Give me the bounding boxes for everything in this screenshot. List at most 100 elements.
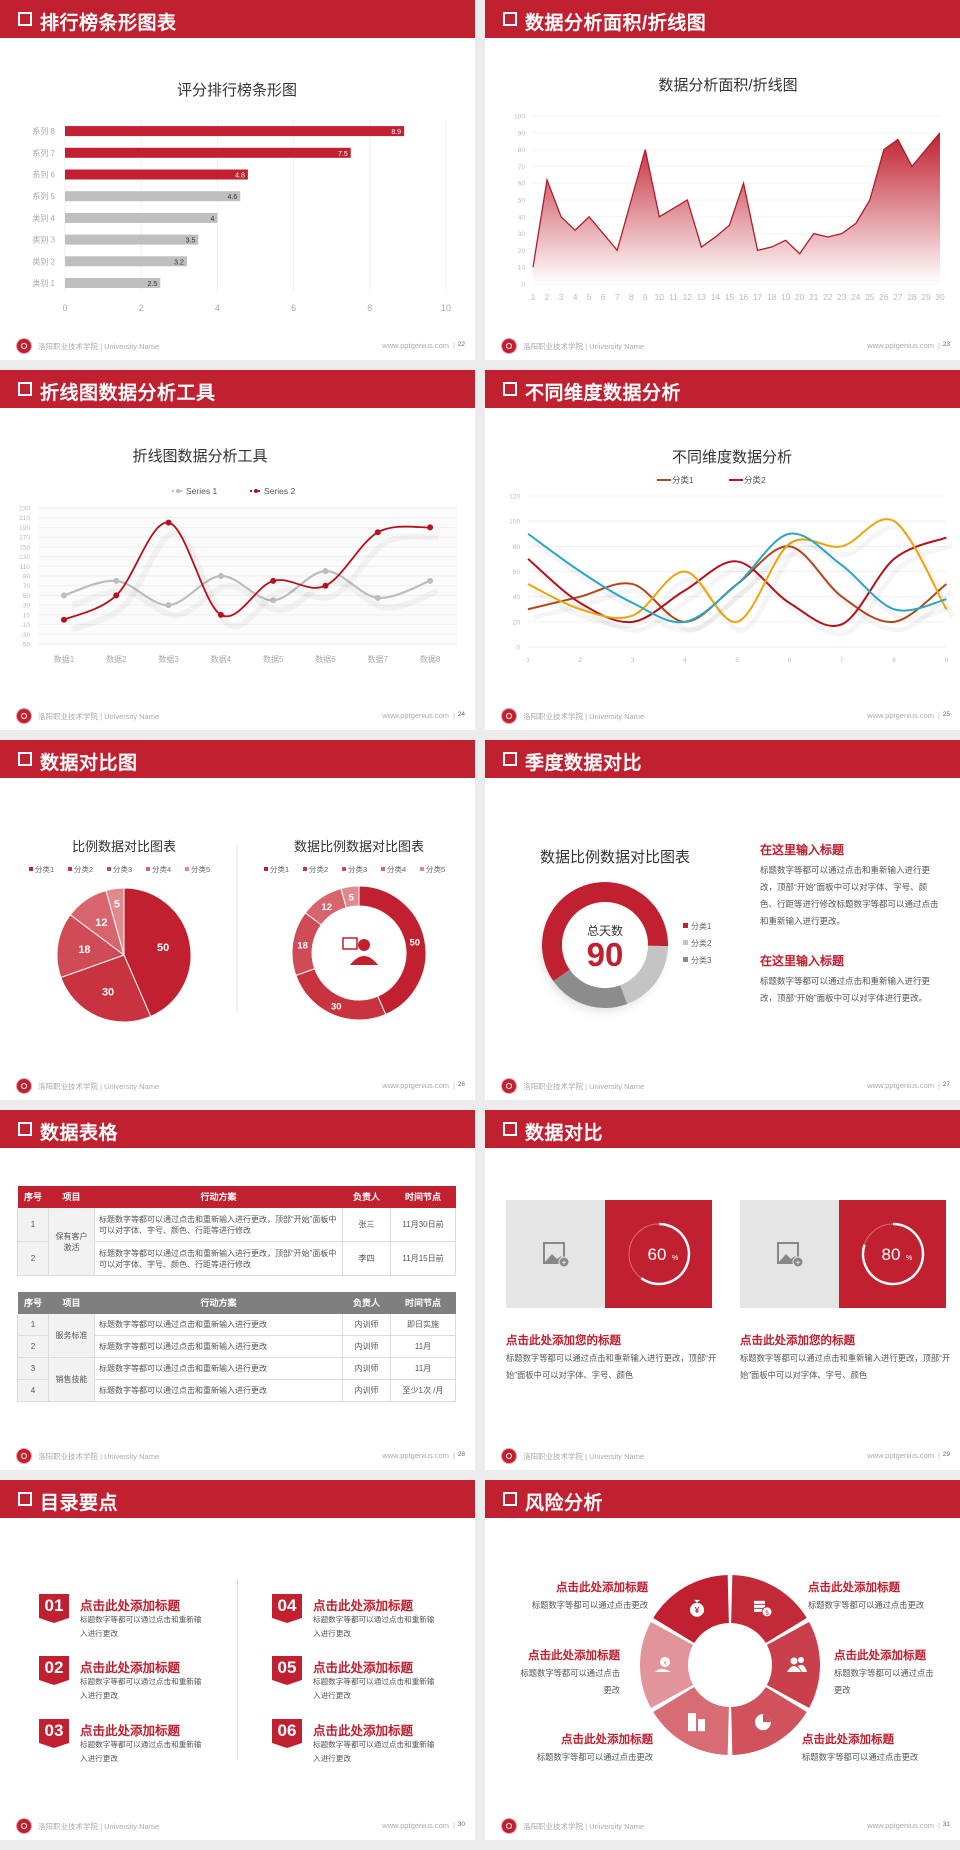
data-point <box>270 597 277 604</box>
series-shadow <box>70 529 439 633</box>
cell-time: 11月30日前 <box>390 1207 456 1242</box>
footer-separator: | <box>453 1451 455 1460</box>
legend-swatch <box>146 867 150 871</box>
footer-url[interactable]: www.pptgenius.com <box>382 1451 449 1460</box>
risk-item-title[interactable]: 点击此处添加标题 <box>802 1734 894 1746</box>
cell-no: 3 <box>17 1357 49 1380</box>
data-point <box>61 592 67 599</box>
category-label: 系列 7 <box>32 148 55 158</box>
school-logo-icon <box>502 339 516 353</box>
x-tick-label: 6 <box>601 292 606 302</box>
progress-value: 80 <box>882 1245 901 1264</box>
col-header: 行动方案 <box>200 1192 237 1202</box>
bar <box>65 126 405 137</box>
x-tick-label: 5 <box>735 657 739 664</box>
cell-group: 服务标准 <box>48 1313 95 1358</box>
footer-url[interactable]: www.pptgenius.com <box>867 341 934 350</box>
x-tick-label: 5 <box>587 292 592 302</box>
y-tick-label: 110 <box>20 564 31 571</box>
x-tick-label: 16 <box>739 292 749 302</box>
footer-url[interactable]: www.pptgenius.com <box>867 711 934 720</box>
school-logo-icon <box>17 1079 31 1093</box>
toc-item-title[interactable]: 点击此处添加标题 <box>80 1661 181 1675</box>
bar-value-label: 8.9 <box>391 129 401 136</box>
data-point <box>217 611 224 618</box>
page-number: 27 <box>942 1081 950 1088</box>
image-placeholder[interactable] <box>506 1200 605 1308</box>
footer-url[interactable]: www.pptgenius.com <box>867 1821 934 1830</box>
footer-url[interactable]: www.pptgenius.com <box>382 1821 449 1830</box>
slide-header: 季度数据对比 <box>485 740 960 778</box>
checkbox-square-icon <box>18 12 32 26</box>
image-placeholder[interactable] <box>740 1200 839 1308</box>
data-point <box>270 577 277 584</box>
slide-title: 排行榜条形图表 <box>40 13 177 34</box>
toc-item-title[interactable]: 点击此处添加标题 <box>80 1599 181 1613</box>
x-tick-label: 4 <box>573 292 578 302</box>
data-point <box>374 594 381 601</box>
data-point <box>113 592 120 599</box>
bar-chart: 评分排行榜条形图 0 2 4 6 8 10 2.5 类别 1 3.2 类别 2 3.5 类别 3 4 类别 … <box>32 82 451 313</box>
category-label: 类别 3 <box>32 235 55 245</box>
risk-item-title[interactable]: 点击此处添加标题 <box>561 1734 653 1746</box>
legend-swatch <box>381 867 385 871</box>
risk-item-title[interactable]: 点击此处添加标题 <box>808 1582 900 1594</box>
progress-unit: % <box>906 1255 912 1262</box>
risk-item-title[interactable]: 点击此处添加标题 <box>528 1650 620 1662</box>
x-tick-label: 6 <box>788 657 792 664</box>
bar-value-label: 4.6 <box>228 194 238 201</box>
card-heading: 点击此处添加您的标题 <box>740 1335 855 1347</box>
toc-item-text: 标题数字等都可以通过点击和重新输入进行更改 <box>313 1740 435 1763</box>
slice-label: 50 <box>410 937 421 948</box>
y-tick-label: 20 <box>518 248 526 255</box>
footer-separator: | <box>938 1451 940 1460</box>
col-header: 时间节点 <box>404 1298 441 1308</box>
series-shadow <box>532 524 955 633</box>
x-tick-label: 3 <box>631 657 635 664</box>
footer-url[interactable]: www.pptgenius.com <box>382 1081 449 1090</box>
toc-item-title[interactable]: 点击此处添加标题 <box>313 1724 414 1738</box>
bar-value-label: 3.2 <box>174 259 184 266</box>
toc-number-badge: 04 <box>272 1594 302 1623</box>
slide-26: 比例数据对比图表 分类1 分类2 分类3 分类4 分类5 50 30 18 12 5 数据比例数据对比… <box>0 740 475 1100</box>
toc-item-title[interactable]: 点击此处添加标题 <box>313 1599 414 1613</box>
footer-url[interactable]: www.pptgenius.com <box>867 1451 934 1460</box>
slide-header: 数据对比 <box>485 1110 960 1148</box>
slice-label: 30 <box>102 987 114 999</box>
page-number: 31 <box>942 1821 950 1828</box>
footer-url[interactable]: www.pptgenius.com <box>867 1081 934 1090</box>
series-line <box>527 532 947 624</box>
slide-header: 数据表格 <box>0 1110 475 1148</box>
plus-sign: + <box>562 1258 567 1267</box>
slice-label: 50 <box>157 942 169 954</box>
body <box>798 1664 807 1672</box>
cell-time: 即日实施 <box>390 1313 456 1336</box>
school-logo-icon <box>17 1449 31 1463</box>
yen-glyph: ¥ <box>695 1606 700 1615</box>
risk-pinwheel: ¥ $ ¥ <box>640 1575 820 1755</box>
cell-no: 2 <box>17 1335 49 1358</box>
footer-school: 洛阳职业技术学院 | University Name <box>38 342 160 351</box>
y-tick-label: 50 <box>518 198 526 205</box>
footer-url[interactable]: www.pptgenius.com <box>382 341 449 350</box>
x-tick-label: 数据7 <box>368 654 389 664</box>
x-tick-label: 22 <box>823 292 833 302</box>
body <box>350 956 378 965</box>
toc-item-title[interactable]: 点击此处添加标题 <box>80 1724 181 1738</box>
y-tick-label: 20 <box>513 619 521 626</box>
y-tick-label: 60 <box>518 181 526 188</box>
legend-label: 分类2 <box>744 475 766 485</box>
risk-item-title[interactable]: 点击此处添加标题 <box>834 1650 926 1662</box>
cell-time: 11月 <box>390 1335 456 1358</box>
y-tick-label: 130 <box>19 554 30 561</box>
footer-url[interactable]: www.pptgenius.com <box>382 711 449 720</box>
risk-item-title[interactable]: 点击此处添加标题 <box>556 1582 648 1594</box>
toc-item-title[interactable]: 点击此处添加标题 <box>313 1661 414 1675</box>
series-line <box>63 521 431 621</box>
series-line <box>527 518 948 623</box>
category-label: 系列 8 <box>32 126 55 136</box>
legend-swatch <box>264 867 268 871</box>
series-shadow <box>532 543 954 637</box>
cell-owner: 李四 <box>342 1241 391 1276</box>
